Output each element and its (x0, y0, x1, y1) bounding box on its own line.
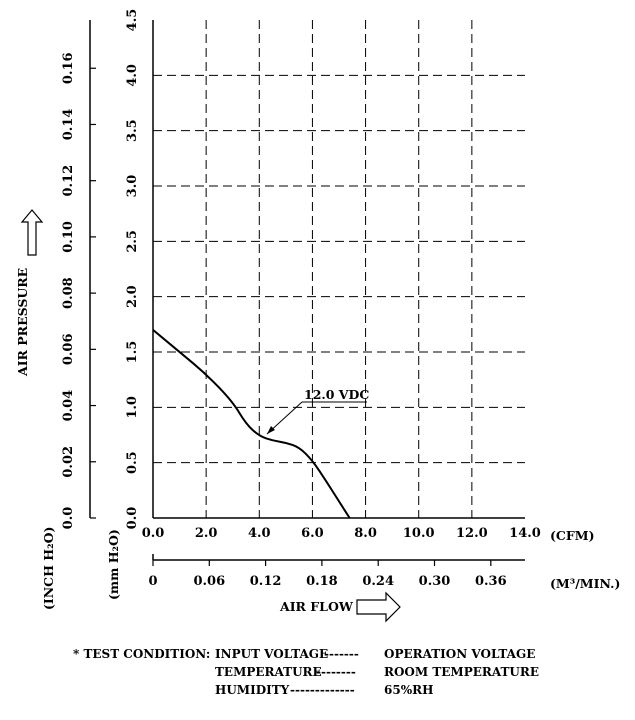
test-condition-value: ROOM TEMPERATURE (384, 665, 539, 679)
y-secondary-tick-label: 0.06 (61, 334, 76, 366)
test-condition-item: HUMIDITY (215, 683, 290, 697)
test-condition-item: INPUT VOLTAGE (215, 647, 328, 661)
grid-lines (153, 20, 525, 518)
y-secondary-tick-label: 0.16 (61, 52, 76, 84)
x-primary-tick-label: 8.0 (354, 526, 377, 541)
test-condition-dashes: -------- (316, 665, 356, 679)
y-primary-tick-label: 2.5 (125, 230, 140, 253)
x-primary-tick-label: 10.0 (403, 526, 435, 541)
x-axis-title: AIR FLOW (279, 599, 354, 614)
x-primary-tick-label: 14.0 (509, 526, 541, 541)
y-secondary-tick-label: 0.04 (61, 390, 76, 422)
y-secondary-tick-label: 0.02 (61, 446, 76, 478)
x-secondary-tick-label: 0.06 (193, 574, 225, 589)
y-primary-tick-label: 1.5 (125, 341, 140, 364)
y-secondary-tick-label: 0.10 (61, 221, 76, 253)
x-secondary-tick-label: 0.24 (362, 574, 394, 589)
y-primary-tick-label: 4.0 (125, 64, 140, 87)
x-secondary-tick-label: 0.18 (306, 574, 338, 589)
y-secondary-tick-label: 0.0 (61, 507, 76, 530)
series-label: 12.0 VDC (304, 387, 369, 402)
y-axis-title: AIR PRESSURE (15, 268, 30, 377)
y-primary-tick-label: 3.5 (125, 119, 140, 142)
test-condition-dashes: ------- (324, 647, 359, 661)
x-primary-unit-label: (CFM) (550, 528, 595, 543)
up-arrow-icon (20, 209, 44, 256)
right-arrow-icon (356, 591, 401, 623)
y-primary-tick-label: 1.0 (125, 396, 140, 419)
x-secondary-tick-label: 0.12 (250, 574, 282, 589)
y-primary-tick-label: 4.5 (125, 9, 140, 32)
x-secondary-tick-label: 0.36 (475, 574, 507, 589)
y-secondary-tick-label: 0.12 (61, 165, 76, 197)
x-primary-tick-label: 0.0 (142, 526, 165, 541)
tick-labels: 0.0 0.5 1.0 1.5 2.0 2.5 3.0 3.5 4.0 4.5 0.0 0.02 0.0… (61, 9, 541, 589)
x-secondary-tick-label: 0 (148, 574, 157, 589)
test-condition-value: 65%RH (384, 683, 433, 697)
test-condition-item: TEMPERATURE (215, 665, 322, 679)
x-secondary-tick-label: 0.30 (419, 574, 451, 589)
test-condition-heading: * TEST CONDITION: (73, 647, 210, 661)
x-primary-tick-label: 2.0 (195, 526, 218, 541)
y-primary-tick-label: 3.0 (125, 175, 140, 198)
y-primary-tick-label: 0.5 (125, 451, 140, 474)
y-secondary-tick-label: 0.08 (61, 277, 76, 309)
series-line (152, 329, 351, 519)
test-condition-dashes: ------------- (290, 683, 355, 697)
x-primary-tick-label: 12.0 (456, 526, 488, 541)
x-secondary-unit-label: (M³/MIN.) (550, 576, 620, 591)
test-condition-value: OPERATION VOLTAGE (384, 647, 535, 661)
axes (89, 20, 525, 566)
test-condition-block: * TEST CONDITION: INPUT VOLTAGE ------- … (73, 647, 539, 697)
y-primary-tick-label: 0.0 (125, 507, 140, 530)
x-primary-tick-label: 4.0 (248, 526, 271, 541)
y-secondary-unit-label: (INCH H₂O) (41, 527, 56, 610)
y-secondary-tick-label: 0.14 (61, 109, 76, 141)
y-primary-unit-label: (mm H₂O) (106, 529, 121, 600)
x-primary-tick-label: 6.0 (301, 526, 324, 541)
series-annotation-arrowhead (267, 426, 275, 434)
y-primary-tick-label: 2.0 (125, 285, 140, 308)
series-curve (152, 329, 351, 519)
